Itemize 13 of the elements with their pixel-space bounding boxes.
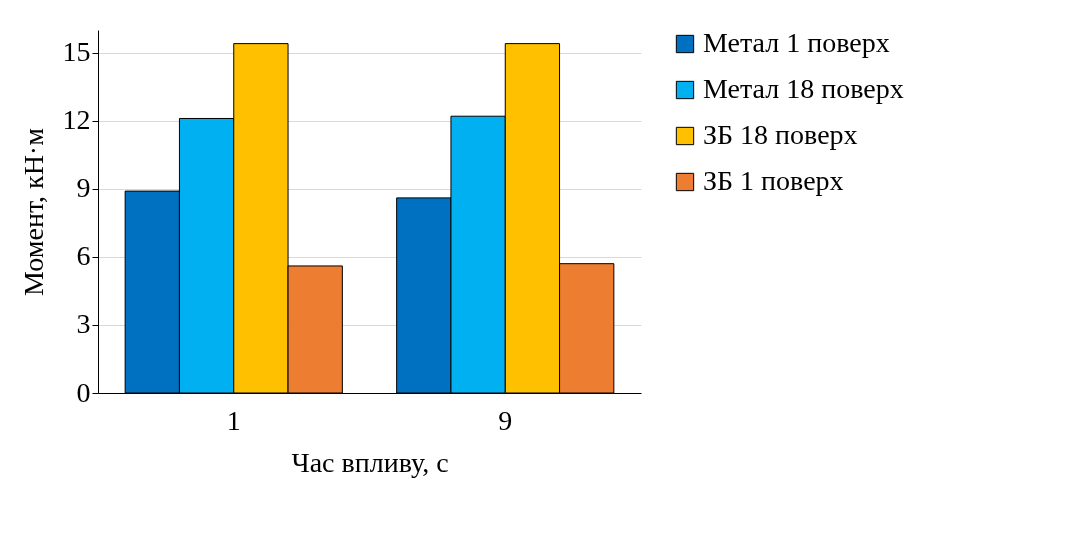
x-tick-label: 1: [226, 404, 241, 436]
y-tick-label: 0: [76, 376, 91, 408]
y-tick-label: 3: [76, 308, 91, 340]
legend-label: ЗБ 1 поверх: [703, 165, 844, 196]
legend-label: Метал 18 поверх: [703, 73, 904, 104]
y-tick-label: 12: [62, 104, 91, 136]
legend-label: ЗБ 18 поверх: [703, 119, 858, 150]
y-tick-label: 6: [76, 240, 91, 272]
legend-label: Метал 1 поверх: [703, 27, 890, 58]
y-tick-label: 15: [62, 36, 91, 68]
y-tick-label: 9: [76, 172, 91, 204]
y-axis-title: Момент, кН·м: [17, 127, 49, 296]
x-axis-title: Час впливу, с: [291, 446, 449, 478]
